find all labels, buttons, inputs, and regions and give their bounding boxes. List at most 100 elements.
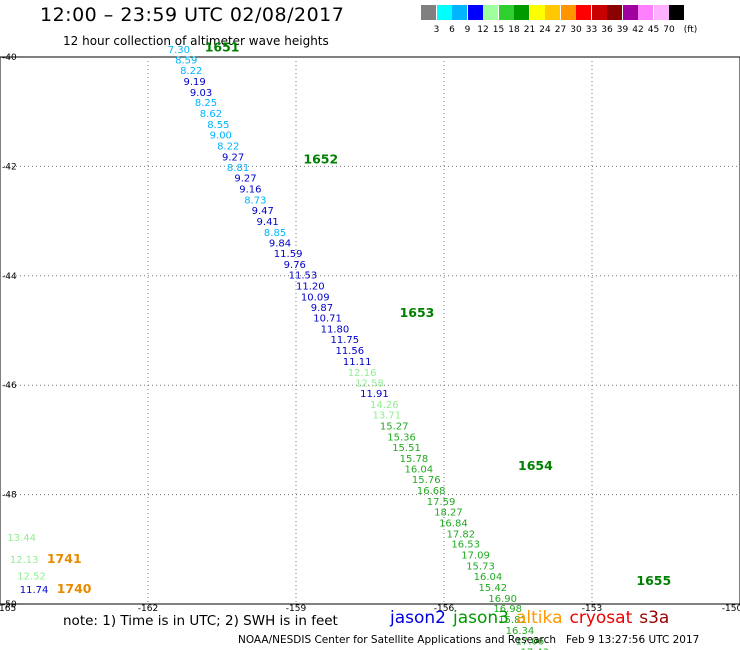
satellite-legend-altika: altika [516,608,563,628]
observation-label: 13.71 [372,411,401,422]
color-scale-label: 21 [523,25,536,35]
observation-label: 9.47 [252,206,274,217]
time-labels: 1651 1652 1653 1654 1655 1741 1740 [47,40,671,597]
observation-label: 16.04 [474,572,503,583]
color-swatch [653,5,669,20]
color-swatch [514,5,529,20]
x-tick-label: -153 [582,604,602,614]
observation-label: 9.27 [234,174,256,185]
observation-label: 17.82 [446,529,475,540]
observation-label: 8.85 [264,228,286,239]
observation-label: 16.53 [451,540,480,551]
color-scale-label: 45 [647,25,660,35]
color-swatch [436,5,452,20]
observation-label: 16.34 [506,626,535,637]
color-scale-label: 18 [508,25,520,35]
observation-label: 9.76 [284,260,306,271]
color-swatch [638,5,653,20]
observation-label: 8.81 [227,163,249,174]
color-scale-label: 39 [616,25,629,35]
observation-label: 8.73 [244,196,266,207]
color-scale-label: 42 [632,25,644,35]
observation-label: 17.06 [516,636,545,647]
color-scale-label: 36 [601,25,613,35]
color-swatch [498,5,514,20]
color-swatch [560,5,576,20]
y-tick-label: -50 [2,600,17,610]
observation-label: 8.22 [180,66,202,77]
observation-label: 10.09 [301,292,330,303]
credit-text: NOAA/NESDIS Center for Satellite Applica… [238,634,556,646]
plot-frame [0,56,740,605]
time-label: 1651 [205,40,240,55]
observation-label: 9.16 [239,185,261,196]
color-scale-label: 24 [539,25,551,35]
time-label: 1740 [57,581,92,596]
satellite-legend-s3a: s3a [639,608,670,628]
observation-label: 11.59 [274,249,303,260]
color-swatch [669,5,684,20]
observation-label: 15.76 [412,475,441,486]
observation-label: 9.03 [190,88,212,99]
satellite-legend-jason3: jason3 [453,608,509,628]
observation-label: 15.42 [479,583,508,594]
color-scale-label: 12 [477,25,489,35]
observation-label: 8.62 [200,109,222,120]
observation-label: 16.98 [493,604,522,615]
observation-label: 9.00 [210,131,232,142]
observation-label: 10.71 [313,314,342,325]
color-scale-label: 27 [554,25,567,35]
observation-label: 9.19 [184,77,206,88]
satellite-legend: jason2 jason3 altika cryosat s3a [390,608,676,628]
note-text: note: 1) Time is in UTC; 2) SWH is in fe… [63,613,338,629]
color-scale-unit: (ft) [683,25,698,35]
observation-label: 16.68 [417,486,446,497]
observation-label: 14.26 [370,400,399,411]
color-scale-label: 30 [570,25,582,35]
color-scale-label: 15 [492,25,505,35]
y-tick-label: -44 [2,272,17,282]
observation-label: 7.30 [168,45,190,56]
observation-label: 15.27 [380,422,409,433]
y-tick-label: -48 [2,491,17,501]
y-axis-ticks: -40 -42 -44 -46 -48 -50 [2,53,17,610]
color-swatch [576,5,591,20]
color-swatch [452,5,467,20]
observation-label: 12.58 [355,378,384,389]
grid-lines [0,57,740,604]
observation-label: 12.16 [348,368,377,379]
observation-label: 9.27 [222,152,244,163]
color-scale-label: 9 [464,25,471,35]
observation-label: 11.91 [360,389,389,400]
color-scale-label: 33 [585,25,598,35]
observation-label: 15.73 [466,562,495,573]
observation-label: 9.87 [311,303,333,314]
observation-label: 13.44 [7,533,36,544]
observation-label: 17.09 [461,551,490,562]
observation-labels: 7.308.598.229.199.038.258.628.559.008.22… [7,45,549,650]
color-scale-label: 70 [663,25,675,35]
observation-label: 11.53 [289,271,318,282]
observation-label: 8.59 [175,56,197,67]
color-swatch [529,5,545,20]
color-swatch [607,5,622,20]
satellite-legend-cryosat: cryosat [569,608,633,628]
x-tick-label: -162 [138,604,158,614]
observation-label: 15.78 [400,454,429,465]
credit-timestamp: Feb 9 13:27:56 UTC 2017 [566,634,700,646]
color-scale-label: 3 [433,25,440,35]
credit-line: NOAA/NESDIS Center for Satellite Applica… [238,634,699,646]
y-tick-label: -42 [2,162,17,172]
time-label: 1654 [518,458,553,473]
observation-label: 12.52 [17,571,46,582]
satellite-legend-jason2: jason2 [390,608,446,628]
observation-label: 8.25 [195,98,217,109]
observation-label: 16.84 [439,518,468,529]
observation-label: 11.74 [20,585,49,596]
time-label: 1652 [303,152,338,167]
observation-label: 17.43 [520,647,549,650]
time-label: 1653 [400,305,435,320]
color-swatch [622,5,638,20]
color-swatch [591,5,607,20]
